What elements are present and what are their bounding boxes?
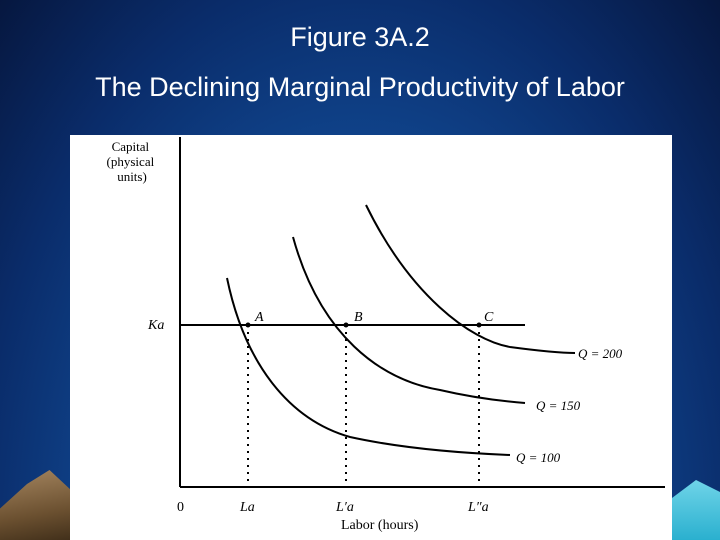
capital-level-label: Ka <box>147 318 164 333</box>
point-a-marker <box>245 322 251 328</box>
labor-tick-la-double-prime: L″a <box>467 500 489 515</box>
point-b-marker <box>343 322 349 328</box>
isoquant-q200 <box>365 204 576 354</box>
y-axis-label-line-2: (physical <box>107 154 155 169</box>
origin-label: 0 <box>177 500 184 515</box>
isoquant-q150 <box>292 236 526 404</box>
point-a-label: A <box>254 310 264 325</box>
isoquant-diagram: Capital (physical units) Ka A B C Q = 20… <box>107 137 665 533</box>
diagram-panel: Capital (physical units) Ka A B C Q = 20… <box>70 135 672 540</box>
point-c-label: C <box>484 310 494 325</box>
y-axis-label-line-3: units) <box>117 169 147 184</box>
slide-title: Figure 3A.2 <box>290 22 430 52</box>
slide-subtitle: The Declining Marginal Productivity of L… <box>95 72 625 102</box>
point-c-marker <box>476 322 482 328</box>
y-axis-label-line-1: Capital <box>112 139 150 154</box>
labor-tick-la: La <box>239 500 255 515</box>
x-axis-label: Labor (hours) <box>341 518 419 533</box>
labor-tick-la-prime: L′a <box>335 500 354 515</box>
y-axis-label: Capital (physical units) <box>107 139 158 184</box>
isoquant-label-q150: Q = 150 <box>536 398 581 413</box>
isoquant-label-q100: Q = 100 <box>516 450 561 465</box>
point-b-label: B <box>354 310 363 325</box>
isoquant-q100 <box>226 277 511 456</box>
isoquant-label-q200: Q = 200 <box>578 346 623 361</box>
